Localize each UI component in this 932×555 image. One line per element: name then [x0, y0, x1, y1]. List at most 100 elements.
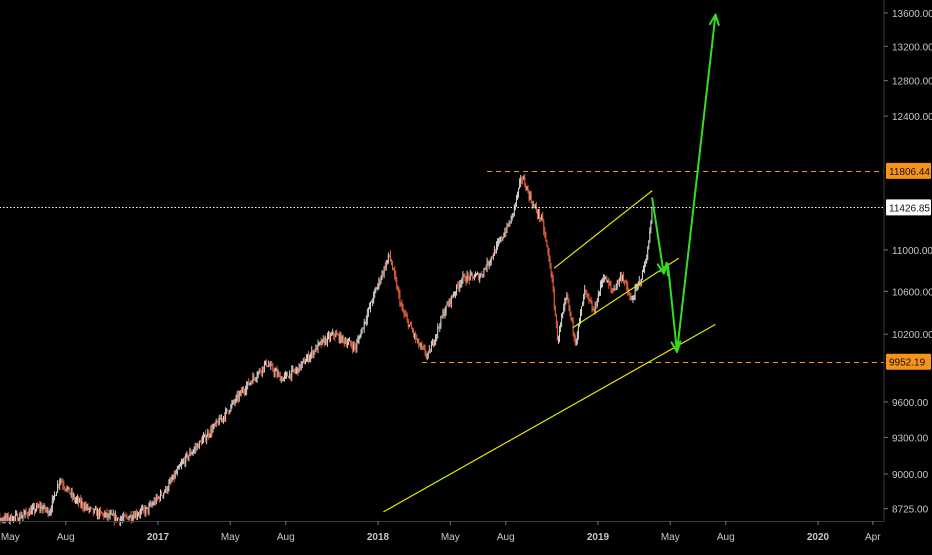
candle-body [186, 454, 187, 455]
candle-body [152, 504, 153, 505]
candle-body [533, 205, 534, 207]
candle-body [174, 475, 175, 478]
candle-body [312, 351, 313, 355]
candle-body [615, 289, 616, 290]
candle-body [125, 516, 126, 517]
candle-body [21, 516, 22, 518]
candle-body [39, 506, 40, 509]
candle-body [213, 427, 214, 432]
candle-body [198, 445, 199, 448]
candle-body [537, 212, 538, 215]
candle-body [233, 401, 234, 403]
candle-body [194, 449, 195, 451]
candle-body [52, 500, 53, 510]
candle-body [618, 281, 619, 283]
candle-body [101, 512, 102, 514]
candle-body [36, 506, 37, 510]
candle-body [129, 518, 130, 520]
candle-body [617, 281, 618, 286]
candle-body [223, 417, 224, 420]
candle-body [517, 194, 518, 196]
candle-body [349, 341, 350, 342]
candle-body [410, 325, 411, 326]
candle-body [239, 394, 240, 399]
candle-body [291, 370, 292, 378]
candle-body [303, 360, 304, 361]
candle-body [102, 514, 103, 515]
y-tick-label: 9600.00 [892, 398, 929, 409]
candle-body [581, 306, 582, 313]
candle-body [593, 310, 594, 311]
candle-body [242, 390, 243, 393]
candle-body [525, 186, 526, 190]
candle-body [165, 487, 166, 491]
candle-body [356, 343, 357, 349]
candle-body [342, 336, 343, 342]
candle-body [138, 514, 139, 515]
candle-body [240, 391, 241, 394]
candle-body [336, 334, 337, 335]
candle-body [600, 284, 601, 292]
candle-body [90, 508, 91, 509]
candle-body [126, 516, 127, 517]
candle-body [364, 322, 365, 328]
candle-body [225, 411, 226, 419]
candle-body [237, 395, 238, 397]
candle-body [162, 495, 163, 496]
candle-body [639, 280, 640, 282]
candle-body [644, 263, 645, 270]
candle-body [203, 437, 204, 440]
candle-body [255, 378, 256, 379]
candle-body [91, 508, 92, 509]
candle-body [626, 282, 627, 286]
candle-body [208, 433, 209, 436]
candle-body [257, 376, 258, 378]
candle-body [545, 235, 546, 241]
candle-body [454, 293, 455, 295]
candle-body [142, 508, 143, 510]
candle-body [362, 328, 363, 332]
candle-body [563, 307, 564, 313]
candle-body [178, 467, 179, 470]
candle-body [81, 502, 82, 504]
candle-body [470, 274, 471, 280]
candle-body [280, 374, 281, 381]
candle-body [4, 520, 5, 521]
candle-body [67, 488, 68, 490]
candle-body [103, 514, 104, 517]
candle-body [236, 397, 237, 402]
candle-body [574, 332, 575, 337]
x-tick-label: Aug [717, 532, 735, 543]
candle-body [179, 467, 180, 468]
candle-body [184, 461, 185, 464]
candle-body [352, 346, 353, 349]
candle-body [301, 364, 302, 369]
candle-body [437, 327, 438, 334]
candle-body [202, 439, 203, 444]
candle-body [306, 359, 307, 362]
candle-body [135, 513, 136, 518]
candle-body [459, 284, 460, 287]
candle-body [130, 515, 131, 518]
candle-body [622, 276, 623, 279]
candle-body [133, 516, 134, 519]
candle-body [123, 515, 124, 518]
candle-body [453, 296, 454, 297]
candle-body [20, 515, 21, 518]
candle-body [367, 313, 368, 320]
candle-body [488, 261, 489, 265]
candle-body [68, 487, 69, 488]
candle-body [259, 370, 260, 372]
candle-body [585, 290, 586, 292]
candle-body [24, 514, 25, 516]
candle-body [251, 382, 252, 383]
candle-body [50, 511, 51, 513]
candle-body [565, 298, 566, 302]
candle-body [89, 509, 90, 510]
candle-body [353, 344, 354, 349]
candle-body [504, 232, 505, 236]
candle-body [387, 260, 388, 262]
candle-body [3, 520, 4, 521]
